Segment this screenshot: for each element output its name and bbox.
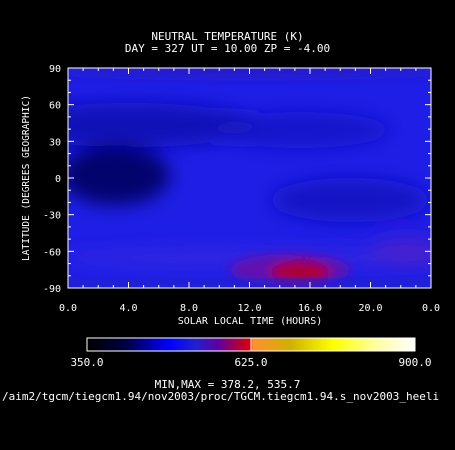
x-tick-label: 0.0 xyxy=(422,303,440,314)
chart-title: NEUTRAL TEMPERATURE (K) xyxy=(151,30,304,43)
x-tick-label: 20.0 xyxy=(358,303,382,314)
x-tick-label: 4.0 xyxy=(119,303,137,314)
y-tick-labels: 90 60 30 0 -30 -60 -90 xyxy=(43,64,61,295)
colorbar-label: 350.0 xyxy=(70,356,103,369)
heatmap-field xyxy=(68,68,431,288)
y-axis-label: LATITUDE (DEGREES GEOGRAPHIC) xyxy=(21,95,32,261)
colorbar-labels: 350.0 625.0 900.0 xyxy=(70,356,431,369)
y-tick-label: 90 xyxy=(49,64,61,75)
y-tick-label: -60 xyxy=(43,247,61,258)
source-path: /aim2/tgcm/tiegcm1.94/nov2003/proc/TGCM.… xyxy=(2,390,440,403)
x-tick-label: 8.0 xyxy=(180,303,198,314)
y-tick-label: 30 xyxy=(49,137,61,148)
x-tick-label: 16.0 xyxy=(298,303,322,314)
ticks xyxy=(67,67,432,289)
colorbar-label: 900.0 xyxy=(398,356,431,369)
cold-minimum xyxy=(68,145,170,205)
colorbar-label: 625.0 xyxy=(234,356,267,369)
warm-patch-east xyxy=(370,238,431,266)
y-tick-label: -90 xyxy=(43,284,61,295)
warm-maximum xyxy=(270,261,330,283)
mid-band xyxy=(210,112,390,148)
y-tick-label: -30 xyxy=(43,211,61,222)
x-tick-label: 12.0 xyxy=(237,303,261,314)
min-max-readout: MIN,MAX = 378.2, 535.7 xyxy=(154,378,301,391)
x-tick-labels: 0.0 4.0 8.0 12.0 16.0 20.0 0.0 xyxy=(59,303,440,314)
x-tick-label: 0.0 xyxy=(59,303,77,314)
y-tick-label: 0 xyxy=(55,174,61,185)
cold-band-north xyxy=(68,103,260,147)
chart-subtitle: DAY = 327 UT = 10.00 ZP = -4.00 xyxy=(124,42,331,55)
x-axis-label: SOLAR LOCAL TIME (HOURS) xyxy=(178,316,323,327)
cold-band-east xyxy=(270,178,430,222)
y-tick-label: 60 xyxy=(49,101,61,112)
